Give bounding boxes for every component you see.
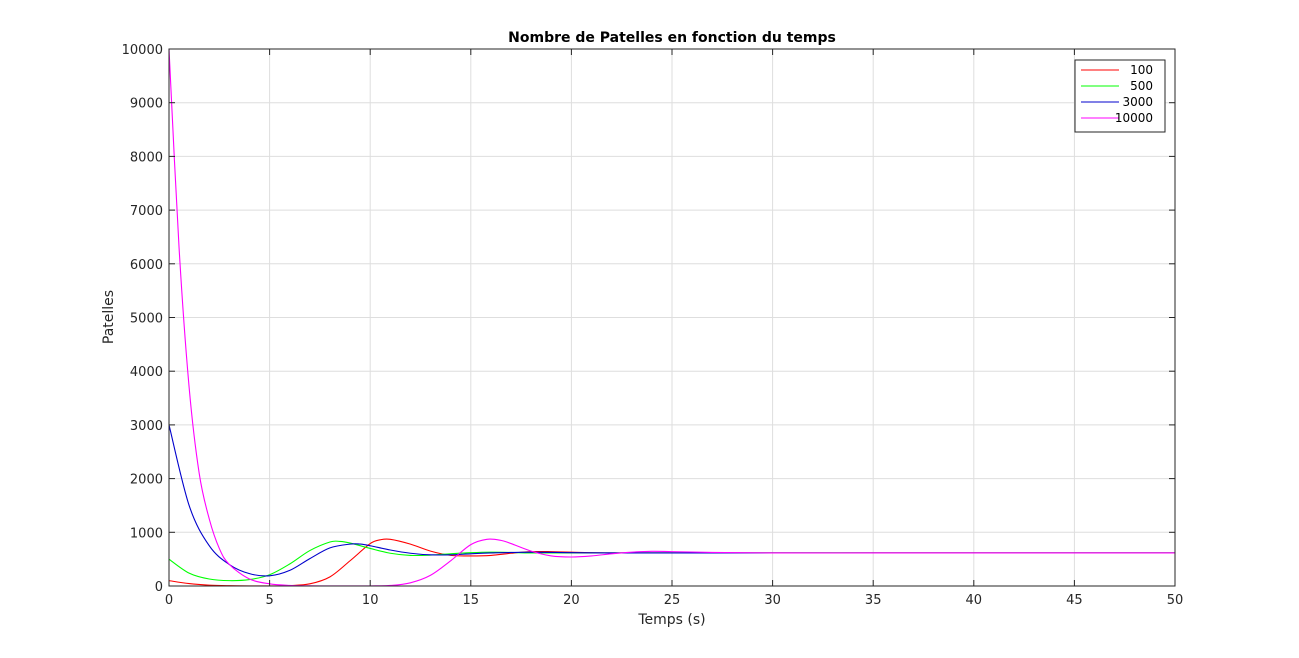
series-line-10000 xyxy=(168,48,1175,587)
x-axis-title: Temps (s) xyxy=(637,612,705,628)
x-tick-label: 20 xyxy=(563,593,580,608)
x-tick-label: 25 xyxy=(664,593,681,608)
x-tick-label: 45 xyxy=(1066,593,1083,608)
legend-label-500: 500 xyxy=(1130,79,1153,93)
x-tick-label: 0 xyxy=(165,593,173,608)
y-tick-label: 1000 xyxy=(130,526,163,541)
y-tick-label: 3000 xyxy=(130,419,163,434)
x-tick-label: 10 xyxy=(362,593,379,608)
x-tick-label: 40 xyxy=(966,593,983,608)
y-tick-label: 7000 xyxy=(130,204,163,219)
y-axis-title: Patelles xyxy=(101,290,117,344)
y-tick-label: 8000 xyxy=(130,150,163,165)
y-tick-label: 10000 xyxy=(122,43,163,58)
legend: 100 500 3000 10000 xyxy=(1074,59,1166,133)
legend-label-100: 100 xyxy=(1130,63,1153,77)
y-tick-label: 5000 xyxy=(130,312,163,327)
y-tick-label: 9000 xyxy=(130,97,163,112)
x-tick-label: 50 xyxy=(1167,593,1184,608)
legend-label-10000: 10000 xyxy=(1115,111,1153,125)
legend-box xyxy=(1074,59,1166,133)
axis-ticks: 0 5 10 15 20 25 30 35 40 45 5001000200030004000500… xyxy=(122,43,1184,608)
legend-label-3000: 3000 xyxy=(1122,95,1153,109)
y-tick-label: 4000 xyxy=(130,365,163,380)
y-tick-label: 2000 xyxy=(130,473,163,488)
y-tick-label: 0 xyxy=(155,580,163,595)
x-tick-label: 15 xyxy=(463,593,480,608)
x-tick-label: 35 xyxy=(865,593,882,608)
x-tick-label: 5 xyxy=(265,593,273,608)
chart-title: Nombre de Patelles en fonction du temps xyxy=(508,30,836,46)
y-tick-label: 6000 xyxy=(130,258,163,273)
x-tick-label: 30 xyxy=(764,593,781,608)
